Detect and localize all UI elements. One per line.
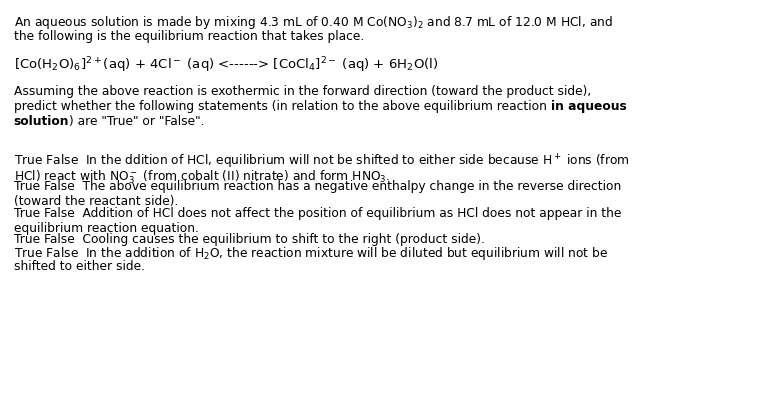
- Text: the following is the equilibrium reaction that takes place.: the following is the equilibrium reactio…: [14, 30, 364, 43]
- Text: True False  Addition of HCl does not affect the position of equilibrium as HCl d: True False Addition of HCl does not affe…: [14, 207, 621, 220]
- Text: $[\mathrm{Co(H_2O)_6}]^{2+}$(aq) + 4Cl$^-$ (aq) <------> $[\mathrm{CoCl_4}]^{2-}: $[\mathrm{Co(H_2O)_6}]^{2+}$(aq) + 4Cl$^…: [14, 56, 438, 75]
- Text: shifted to either side.: shifted to either side.: [14, 260, 145, 273]
- Text: predict whether the following statements (in relation to the above equilibrium r: predict whether the following statements…: [14, 100, 551, 113]
- Text: ) are "True" or "False".: ) are "True" or "False".: [69, 115, 205, 128]
- Text: True False  The above equilibrium reaction has a negative enthalpy change in the: True False The above equilibrium reactio…: [14, 180, 621, 193]
- Text: Assuming the above reaction is exothermic in the forward direction (toward the p: Assuming the above reaction is exothermi…: [14, 85, 591, 98]
- Text: solution: solution: [14, 115, 69, 128]
- Text: True False  Cooling causes the equilibrium to shift to the right (product side).: True False Cooling causes the equilibriu…: [14, 233, 485, 246]
- Text: True False  In the addition of H$_2$O, the reaction mixture will be diluted but : True False In the addition of H$_2$O, th…: [14, 245, 608, 262]
- Text: (toward the reactant side).: (toward the reactant side).: [14, 195, 178, 208]
- Text: equilibrium reaction equation.: equilibrium reaction equation.: [14, 222, 198, 235]
- Text: True False  In the ddition of HCl, equilibrium will not be shifted to either sid: True False In the ddition of HCl, equili…: [14, 153, 630, 171]
- Text: An aqueous solution is made by mixing 4.3 mL of 0.40 M Co(NO$_3$)$_2$ and 8.7 mL: An aqueous solution is made by mixing 4.…: [14, 14, 613, 31]
- Text: in aqueous: in aqueous: [551, 100, 627, 113]
- Text: HCl) react with NO$_3^-$ (from cobalt (II) nitrate) and form HNO$_3$.: HCl) react with NO$_3^-$ (from cobalt (I…: [14, 168, 390, 186]
